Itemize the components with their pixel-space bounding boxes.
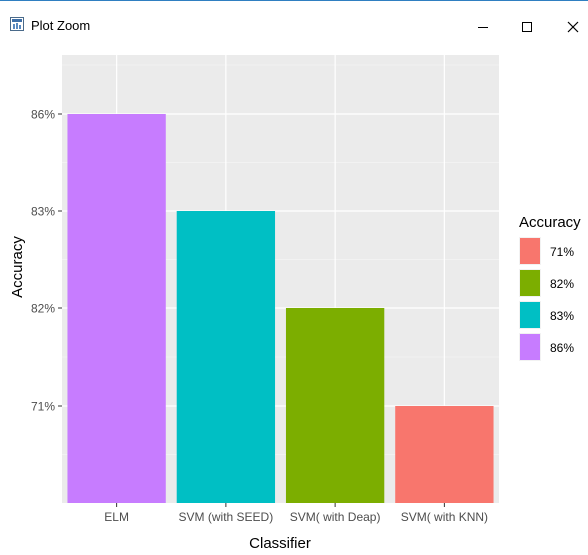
x-tick-label: SVM( with Deap) [290, 510, 381, 524]
x-tick-label: SVM (with SEED) [179, 510, 274, 524]
bar-1 [176, 211, 276, 503]
y-tick-label: 86% [31, 108, 55, 122]
maximize-button[interactable] [504, 9, 550, 45]
legend: Accuracy 71% 82% 83% 86% [519, 214, 581, 361]
chart-area: 71% 82% 83% 86% ELM SVM (with SEED) SVM( with… [0, 45, 588, 552]
plot-window-icon [10, 17, 24, 31]
minimize-button[interactable] [460, 9, 506, 45]
legend-label: 86% [550, 341, 574, 355]
x-axis-title: Classifier [249, 535, 311, 550]
bar-2 [285, 308, 385, 503]
y-tick-label: 71% [31, 400, 55, 414]
legend-swatch [520, 270, 540, 296]
close-button[interactable] [550, 9, 588, 45]
bar-3 [395, 406, 494, 503]
legend-label: 82% [550, 277, 574, 291]
legend-swatch [520, 302, 540, 328]
y-tick-label: 83% [31, 205, 55, 219]
bar-chart: 71% 82% 83% 86% ELM SVM (with SEED) SVM( with… [9, 55, 581, 552]
y-axis-title: Accuracy [9, 236, 26, 298]
x-tick-label: ELM [104, 510, 129, 524]
x-tick-label: SVM( with KNN) [401, 510, 488, 524]
window-title: Plot Zoom [31, 18, 91, 33]
y-tick-label: 82% [31, 302, 55, 316]
minimize-icon [477, 21, 489, 33]
close-icon [566, 20, 580, 34]
legend-title: Accuracy [519, 214, 581, 231]
title-bar[interactable]: Plot Zoom [0, 1, 588, 45]
legend-swatch [520, 334, 540, 360]
maximize-icon [521, 21, 533, 33]
legend-swatch [520, 238, 540, 264]
legend-label: 71% [550, 245, 574, 259]
legend-label: 83% [550, 309, 574, 323]
bar-0 [67, 114, 166, 503]
